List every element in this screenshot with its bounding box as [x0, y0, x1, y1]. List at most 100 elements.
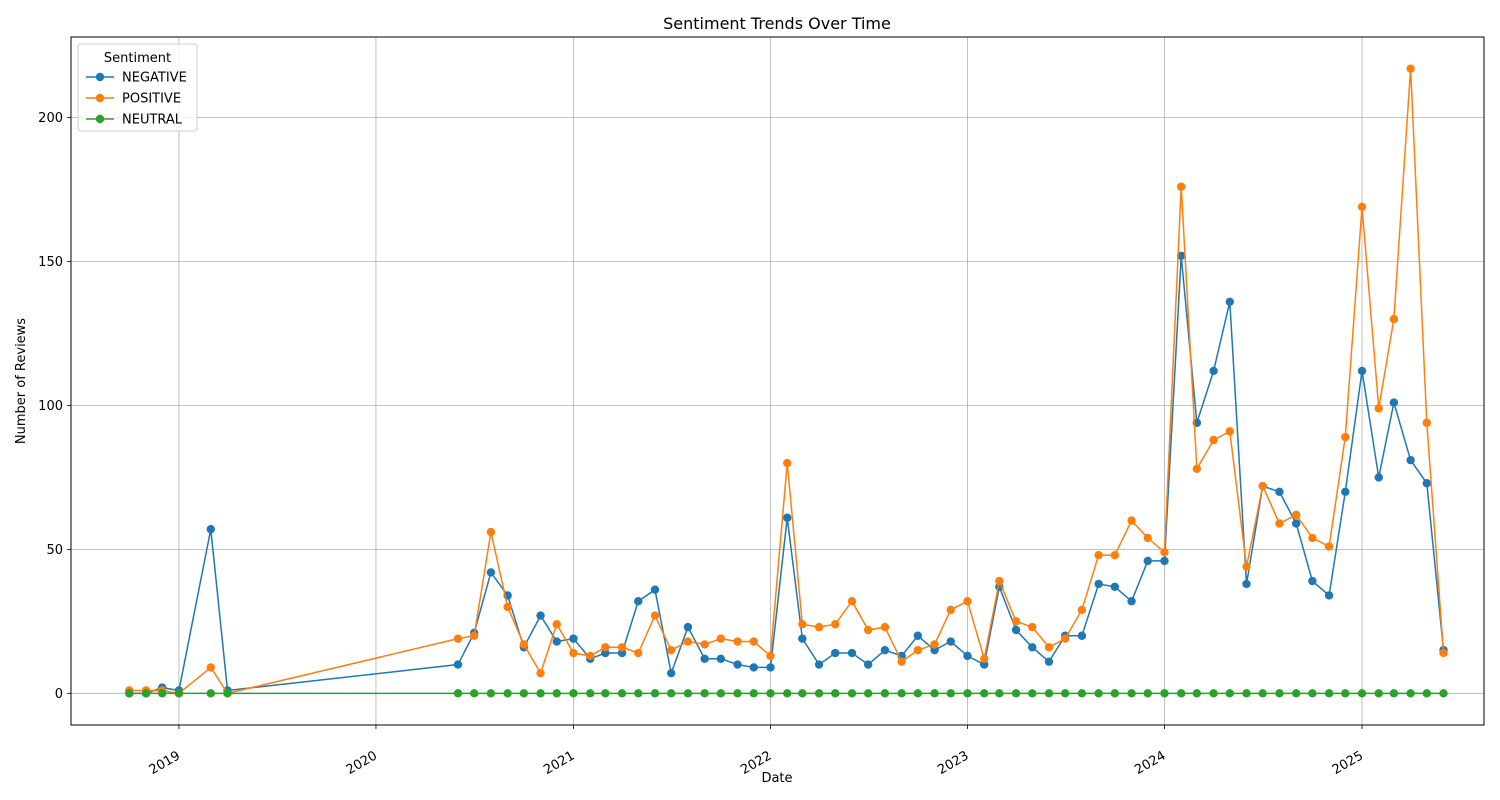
data-point-positive	[683, 637, 693, 646]
data-point-positive	[1422, 418, 1431, 427]
data-point-neutral	[1242, 689, 1251, 698]
data-point-neutral	[453, 689, 463, 698]
data-point-positive	[486, 527, 496, 537]
data-point-neutral	[1127, 689, 1136, 698]
data-point-negative	[683, 622, 693, 632]
legend: Sentiment NEGATIVE POSITIVE NEUTRAL	[77, 43, 198, 132]
data-point-positive	[766, 651, 775, 661]
y-tick-label: 200	[38, 111, 63, 126]
data-point-positive	[963, 597, 972, 606]
data-point-negative	[1275, 487, 1284, 497]
data-point-neutral	[601, 689, 610, 698]
data-point-neutral	[1143, 689, 1152, 698]
data-point-negative	[700, 654, 709, 663]
data-point-positive	[617, 643, 627, 652]
data-point-neutral	[586, 689, 595, 698]
data-point-negative	[1291, 519, 1301, 528]
data-point-neutral	[1275, 689, 1284, 698]
data-point-neutral	[174, 689, 184, 698]
data-point-positive	[1357, 202, 1367, 212]
data-point-neutral	[1028, 689, 1037, 698]
chart-title: Sentiment Trends Over Time	[663, 14, 891, 33]
y-axis-label: Number of Reviews	[14, 318, 29, 444]
y-tick-label: 0	[55, 687, 63, 702]
data-point-positive	[1044, 643, 1054, 652]
data-point-neutral	[700, 689, 709, 698]
data-point-negative	[666, 668, 676, 678]
data-point-positive	[1275, 519, 1284, 528]
data-point-neutral	[863, 689, 873, 698]
data-point-neutral	[1094, 689, 1103, 698]
x-tick-label: 2023	[935, 748, 971, 778]
data-point-positive	[1291, 510, 1301, 520]
data-point-negative	[1160, 556, 1169, 566]
series-positive	[125, 64, 1448, 698]
data-point-neutral	[1258, 689, 1267, 698]
x-tick-label: 2025	[1330, 748, 1366, 778]
data-point-negative	[569, 634, 578, 643]
data-point-positive	[1110, 550, 1120, 560]
data-point-positive	[1258, 481, 1267, 491]
data-point-neutral	[1192, 689, 1202, 698]
data-point-positive	[1209, 435, 1218, 445]
data-point-negative	[863, 660, 873, 669]
data-point-negative	[1011, 625, 1021, 635]
data-point-positive	[1177, 182, 1186, 191]
data-point-negative	[1143, 556, 1152, 566]
data-point-neutral	[1308, 689, 1317, 698]
data-point-neutral	[666, 689, 676, 698]
grid-lines	[71, 37, 1484, 725]
data-point-positive	[733, 637, 742, 646]
data-point-negative	[1209, 366, 1218, 376]
data-point-neutral	[634, 689, 643, 698]
data-point-negative	[650, 585, 660, 594]
data-point-negative	[913, 631, 923, 640]
data-point-neutral	[1422, 689, 1431, 698]
data-point-negative	[814, 660, 824, 669]
data-point-neutral	[1044, 689, 1054, 698]
data-point-neutral	[798, 689, 807, 698]
data-point-neutral	[1291, 689, 1301, 698]
data-point-negative	[486, 568, 496, 577]
data-point-neutral	[1209, 689, 1218, 698]
data-point-negative	[798, 634, 807, 643]
data-point-positive	[503, 602, 512, 612]
data-point-negative	[1127, 597, 1136, 606]
data-point-positive	[897, 657, 906, 666]
data-point-neutral	[1177, 689, 1186, 698]
legend-label-neutral: NEUTRAL	[122, 113, 183, 128]
data-point-positive	[1374, 404, 1383, 413]
data-point-neutral	[913, 689, 923, 698]
data-point-negative	[1044, 657, 1054, 666]
data-point-negative	[716, 654, 726, 663]
data-point-neutral	[158, 689, 167, 698]
data-point-positive	[995, 576, 1004, 586]
legend-box	[77, 43, 198, 132]
data-point-neutral	[880, 689, 890, 698]
data-point-neutral	[1341, 689, 1350, 698]
data-point-negative	[1389, 398, 1399, 407]
data-point-positive	[930, 640, 939, 649]
data-point-neutral	[995, 689, 1004, 698]
data-point-positive	[552, 620, 561, 629]
data-point-negative	[1422, 478, 1431, 488]
data-point-neutral	[1011, 689, 1021, 698]
data-point-neutral	[503, 689, 512, 698]
x-tick-label: 2020	[344, 748, 380, 778]
data-point-neutral	[1357, 689, 1367, 698]
x-tick-label: 2021	[541, 748, 577, 778]
data-point-neutral	[963, 689, 972, 698]
data-point-positive	[716, 634, 726, 643]
data-point-negative	[1177, 251, 1186, 260]
data-point-neutral	[749, 689, 758, 698]
data-point-positive	[783, 458, 792, 468]
data-point-neutral	[733, 689, 742, 698]
data-point-positive	[946, 605, 955, 615]
data-point-negative	[1077, 631, 1087, 640]
data-point-neutral	[814, 689, 824, 698]
legend-item-neutral: NEUTRAL	[86, 113, 183, 128]
data-point-positive	[469, 631, 479, 640]
data-point-positive	[831, 620, 840, 629]
data-point-negative	[946, 637, 955, 646]
data-point-negative	[206, 525, 215, 534]
